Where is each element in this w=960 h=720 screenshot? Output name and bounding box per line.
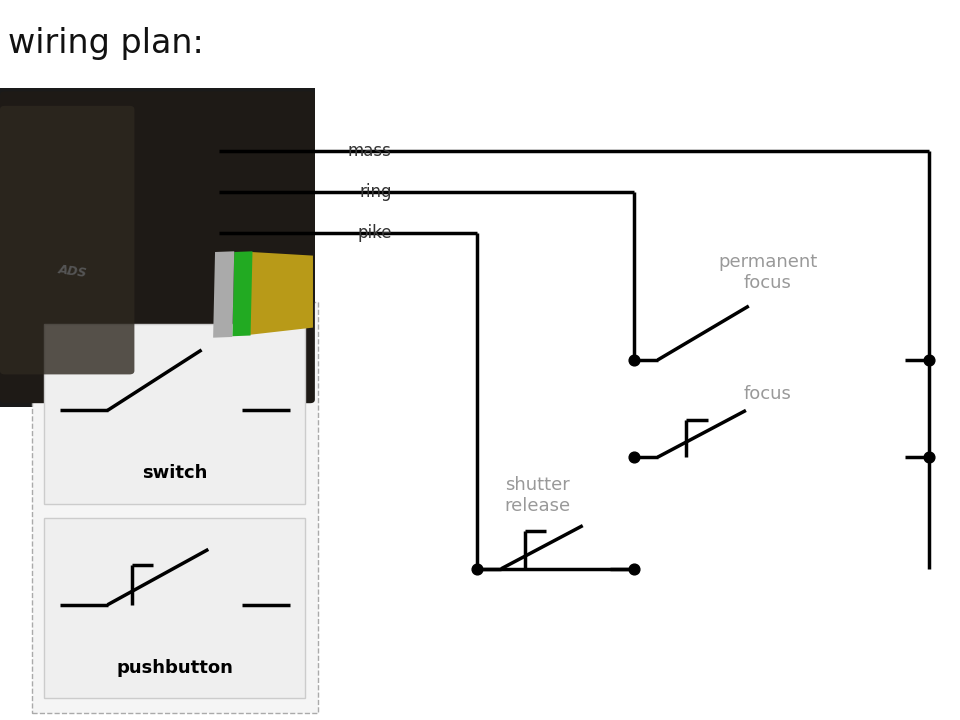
Text: focus: focus <box>744 385 792 403</box>
Bar <box>44 324 305 504</box>
Text: switch: switch <box>142 464 207 482</box>
Bar <box>0 0 960 88</box>
Text: ADS: ADS <box>58 264 88 280</box>
Bar <box>0 0 960 88</box>
Text: wiring plan:: wiring plan: <box>8 27 204 60</box>
Bar <box>0 88 315 407</box>
FancyBboxPatch shape <box>0 106 134 374</box>
Point <box>922 354 937 366</box>
FancyBboxPatch shape <box>0 91 315 403</box>
Point <box>626 451 641 463</box>
Bar <box>0 407 960 720</box>
Text: pushbutton: pushbutton <box>116 659 233 677</box>
Bar <box>44 518 305 698</box>
Text: permanent
focus: permanent focus <box>718 253 818 292</box>
Point <box>626 354 641 366</box>
Polygon shape <box>232 251 252 336</box>
Bar <box>315 88 960 407</box>
Polygon shape <box>213 251 234 338</box>
Text: pike: pike <box>357 224 392 242</box>
Polygon shape <box>250 252 313 335</box>
Text: shutter
release: shutter release <box>505 476 570 515</box>
Point <box>626 563 641 575</box>
Text: ring: ring <box>359 183 392 201</box>
Point <box>922 451 937 463</box>
Bar <box>32 302 318 713</box>
Text: mass: mass <box>348 142 392 160</box>
Point <box>469 563 485 575</box>
